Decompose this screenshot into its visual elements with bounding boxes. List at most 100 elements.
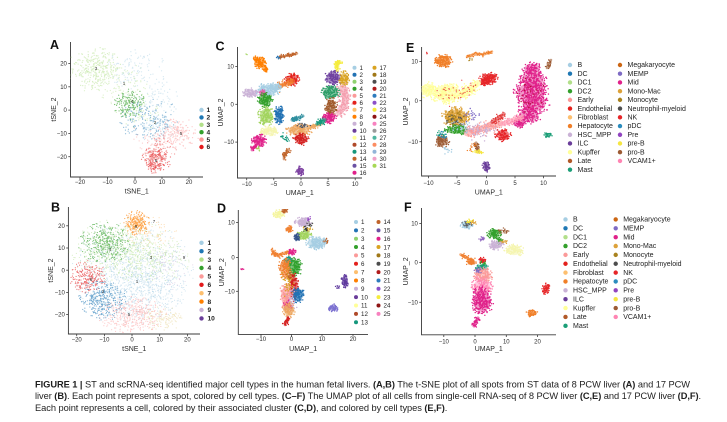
svg-text:UMAP_2: UMAP_2 (403, 257, 410, 285)
svg-text:−5: −5 (454, 181, 462, 187)
svg-text:−10: −10 (408, 140, 419, 146)
svg-text:2: 2 (361, 228, 365, 235)
svg-text:NK: NK (623, 270, 633, 277)
svg-text:pDC: pDC (623, 279, 637, 286)
svg-text:30: 30 (380, 156, 387, 163)
svg-text:20: 20 (60, 62, 67, 68)
svg-text:0: 0 (231, 256, 235, 262)
svg-text:0: 0 (485, 181, 489, 187)
svg-text:Hepatocyte: Hepatocyte (573, 279, 609, 286)
svg-text:DC2: DC2 (573, 243, 587, 250)
svg-text:ILC: ILC (573, 296, 584, 303)
svg-text:10: 10 (227, 65, 234, 71)
svg-text:10: 10 (228, 221, 235, 227)
svg-text:liver (B). Each point represen: liver (B). Each point represents a spot,… (35, 391, 701, 401)
svg-text:F: F (404, 201, 412, 215)
svg-text:9: 9 (183, 255, 186, 260)
svg-text:10: 10 (361, 294, 368, 301)
svg-text:8: 8 (208, 299, 212, 306)
svg-text:tSNE_1: tSNE_1 (122, 346, 146, 353)
svg-text:24: 24 (384, 303, 391, 310)
svg-text:1: 1 (360, 65, 364, 72)
svg-text:15: 15 (384, 228, 391, 235)
svg-text:2: 2 (102, 289, 105, 294)
svg-text:4: 4 (207, 129, 211, 136)
svg-text:Mono-Mac: Mono-Mac (628, 88, 662, 95)
svg-text:−10: −10 (99, 338, 110, 344)
svg-text:tSNE_2: tSNE_2 (48, 258, 55, 282)
svg-text:1: 1 (208, 240, 212, 247)
svg-text:10: 10 (60, 85, 67, 91)
svg-text:10: 10 (156, 338, 163, 344)
svg-text:22: 22 (380, 100, 387, 107)
svg-text:3: 3 (150, 255, 153, 260)
svg-text:20: 20 (534, 339, 541, 345)
svg-text:tSNE_1: tSNE_1 (125, 189, 149, 196)
svg-text:4: 4 (360, 86, 364, 93)
svg-text:4: 4 (131, 99, 134, 104)
svg-text:26: 26 (380, 128, 387, 135)
svg-text:UMAP_1: UMAP_1 (475, 190, 503, 197)
svg-text:11: 11 (361, 303, 368, 310)
svg-text:Mast: Mast (573, 323, 588, 330)
svg-text:9: 9 (360, 121, 364, 128)
svg-text:−20: −20 (75, 180, 86, 186)
svg-text:10: 10 (360, 128, 367, 135)
svg-text:Kupffer: Kupffer (573, 305, 596, 312)
svg-text:E: E (406, 41, 414, 55)
svg-text:15: 15 (360, 163, 367, 170)
svg-text:2: 2 (208, 248, 212, 255)
svg-text:−10: −10 (224, 140, 235, 146)
svg-text:−10: −10 (439, 339, 450, 345)
svg-text:7: 7 (360, 107, 364, 114)
svg-text:5: 5 (361, 253, 365, 260)
svg-text:Hepatocyte: Hepatocyte (578, 123, 614, 130)
svg-text:−20: −20 (55, 313, 66, 319)
svg-text:Megakaryocyte: Megakaryocyte (628, 62, 676, 69)
svg-text:Endothelial: Endothelial (578, 106, 613, 113)
svg-text:11: 11 (360, 135, 367, 142)
svg-text:0: 0 (231, 102, 235, 108)
svg-text:3: 3 (208, 257, 212, 264)
svg-text:0: 0 (64, 108, 68, 114)
svg-text:MEMP: MEMP (623, 225, 644, 232)
svg-text:20: 20 (384, 269, 391, 276)
svg-text:DC1: DC1 (573, 234, 587, 241)
svg-text:Pre: Pre (628, 132, 639, 139)
svg-text:7: 7 (153, 219, 156, 224)
svg-text:0: 0 (130, 338, 134, 344)
svg-text:2: 2 (207, 115, 211, 122)
svg-text:12: 12 (360, 142, 367, 149)
svg-text:20: 20 (184, 338, 191, 344)
svg-text:NK: NK (628, 115, 638, 122)
svg-text:9: 9 (208, 307, 212, 314)
svg-text:Late: Late (573, 314, 587, 321)
svg-text:VCAM1+: VCAM1+ (623, 314, 651, 321)
svg-text:24: 24 (380, 114, 387, 121)
svg-text:DC1: DC1 (578, 80, 592, 87)
svg-text:−20: −20 (57, 155, 68, 161)
svg-text:5: 5 (180, 131, 183, 136)
svg-text:0: 0 (473, 339, 477, 345)
svg-text:Neutrophil-myeloid: Neutrophil-myeloid (628, 106, 686, 113)
svg-text:HSC_MPP: HSC_MPP (573, 288, 607, 295)
svg-text:27: 27 (380, 135, 387, 142)
svg-text:29: 29 (380, 149, 387, 156)
svg-text:D: D (217, 202, 226, 216)
svg-text:−10: −10 (408, 300, 419, 306)
svg-text:17: 17 (384, 244, 391, 251)
svg-text:Kupffer: Kupffer (578, 149, 601, 156)
svg-text:−10: −10 (225, 289, 236, 295)
svg-text:HSC_MPP: HSC_MPP (578, 132, 612, 139)
svg-text:8: 8 (361, 278, 365, 285)
svg-text:6: 6 (208, 282, 212, 289)
svg-text:6: 6 (361, 261, 365, 268)
svg-text:VCAM1+: VCAM1+ (628, 158, 656, 165)
svg-text:1: 1 (361, 219, 365, 226)
svg-text:3: 3 (360, 79, 364, 86)
svg-text:Monocyte: Monocyte (623, 252, 653, 259)
svg-text:8: 8 (135, 224, 138, 229)
svg-text:Pre: Pre (623, 288, 634, 295)
svg-text:6: 6 (90, 277, 93, 282)
svg-text:−10: −10 (242, 182, 253, 188)
